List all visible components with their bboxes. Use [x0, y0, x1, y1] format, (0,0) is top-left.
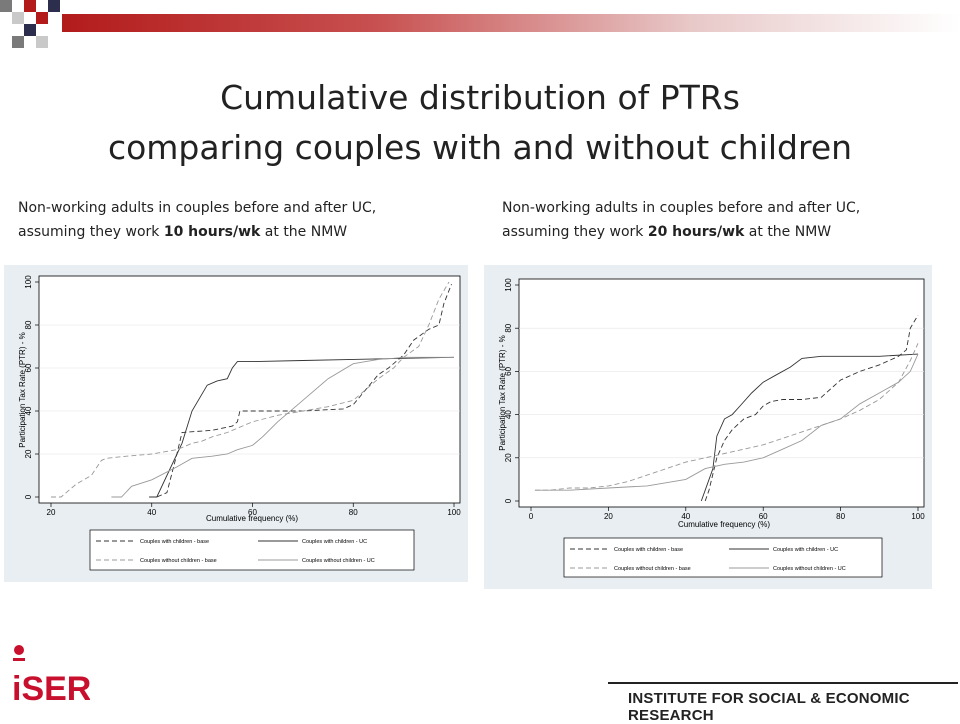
series-line-1 — [704, 314, 919, 502]
chart-20h: 0 20 40 60 80 100 0 20 40 60 80 100 Cumulative frequ… — [498, 278, 925, 578]
series-line-2 — [149, 356, 455, 498]
left-subtitle-line2: assuming they work 10 hours/wk at the NM… — [18, 220, 376, 244]
series-line-1 — [149, 284, 452, 498]
legend-label: Couples without children - base — [614, 566, 691, 572]
chart-10h: 0 20 40 60 80 100 20 40 60 80 100 Cumulative freque… — [18, 275, 461, 571]
x-tick-label: 20 — [47, 508, 56, 517]
x-tick-label: 0 — [529, 512, 534, 521]
x-axis-label: Cumulative frequency (%) — [206, 514, 298, 523]
axes: 0 20 40 60 80 100 20 40 60 80 100 Cumulative freque… — [18, 275, 461, 523]
y-tick-label: 20 — [24, 449, 33, 458]
legend: Couples with children - base Couples with… — [89, 529, 415, 571]
header-accent-bar — [62, 14, 960, 32]
x-tick-label: 40 — [147, 508, 156, 517]
series-line-4 — [534, 353, 919, 491]
right-subtitle-line1: Non-working adults in couples before and… — [502, 200, 861, 216]
right-subtitle-post: at the NMW — [744, 224, 832, 240]
x-tick-label: 80 — [836, 512, 845, 521]
series-line-2 — [700, 353, 919, 502]
legend-label: Couples without children - UC — [773, 566, 846, 572]
x-tick-label: 80 — [349, 508, 358, 517]
y-tick-label: 40 — [24, 406, 33, 415]
y-tick-label: 100 — [504, 278, 513, 292]
series-line-3 — [51, 281, 450, 498]
chart-panel-20h: 0 20 40 60 80 100 0 20 40 60 80 100 Cumulative frequ… — [484, 265, 932, 589]
right-subtitle-pre: assuming they work — [502, 224, 648, 240]
y-tick-label: 80 — [504, 323, 513, 332]
legend-box — [89, 529, 415, 571]
iser-logo-text: iSER — [12, 670, 90, 708]
legend-label: Couples with children - UC — [302, 539, 367, 545]
x-tick-label: 100 — [911, 512, 925, 521]
iser-logo: iSER — [12, 645, 90, 708]
y-tick-label: 60 — [24, 363, 33, 372]
right-subtitle-line2: assuming they work 20 hours/wk at the NM… — [502, 220, 860, 244]
x-tick-label: 20 — [604, 512, 613, 521]
y-tick-label: 20 — [504, 453, 513, 462]
footer-rule — [608, 682, 958, 684]
legend: Couples with children - base Couples with… — [563, 537, 883, 578]
x-tick-label: 60 — [759, 512, 768, 521]
legend-label: Couples with children - base — [140, 539, 209, 545]
left-subtitle-pre: assuming they work — [18, 224, 164, 240]
x-tick-label: 100 — [447, 508, 461, 517]
institute-name: INSTITUTE FOR SOCIAL & ECONOMIC RESEARCH — [628, 690, 910, 724]
legend-box — [563, 537, 883, 578]
right-subtitle-bold: 20 hours/wk — [647, 224, 745, 240]
legend-label: Couples with children - base — [614, 547, 683, 553]
y-tick-label: 0 — [504, 498, 513, 503]
slide-title-line2: comparing couples with and without child… — [107, 128, 853, 167]
left-subtitle: Non-working adults in couples before and… — [18, 196, 376, 244]
left-subtitle-line1: Non-working adults in couples before and… — [18, 200, 377, 216]
y-axis-label: Participation Tax Rate (PTR) - % — [498, 335, 507, 450]
y-tick-label: 80 — [24, 320, 33, 329]
x-axis-label: Cumulative frequency (%) — [678, 520, 770, 529]
y-tick-label: 40 — [504, 410, 513, 419]
x-tick-label: 60 — [248, 508, 257, 517]
left-subtitle-bold: 10 hours/wk — [163, 224, 261, 240]
series-line-4 — [111, 356, 454, 498]
series-line-3 — [534, 343, 919, 491]
corner-squares-decoration — [0, 0, 60, 48]
legend-label: Couples without children - UC — [302, 558, 375, 564]
plot-area — [518, 278, 925, 508]
legend-label: Couples without children - base — [140, 558, 217, 564]
slide-title-line1: Cumulative distribution of PTRs — [220, 78, 740, 117]
legend-label: Couples with children - UC — [773, 547, 838, 553]
chart-panel-10h: 0 20 40 60 80 100 20 40 60 80 100 Cumulative freque… — [4, 265, 468, 582]
y-tick-label: 60 — [504, 366, 513, 375]
right-subtitle: Non-working adults in couples before and… — [502, 196, 860, 244]
y-tick-label: 0 — [24, 494, 33, 499]
left-subtitle-post: at the NMW — [260, 224, 348, 240]
y-axis-label: Participation Tax Rate (PTR) - % — [18, 332, 27, 447]
plot-area — [38, 275, 461, 504]
axes: 0 20 40 60 80 100 0 20 40 60 80 100 Cumulative frequ… — [498, 278, 925, 529]
x-tick-label: 40 — [681, 512, 690, 521]
y-tick-label: 100 — [24, 275, 33, 289]
